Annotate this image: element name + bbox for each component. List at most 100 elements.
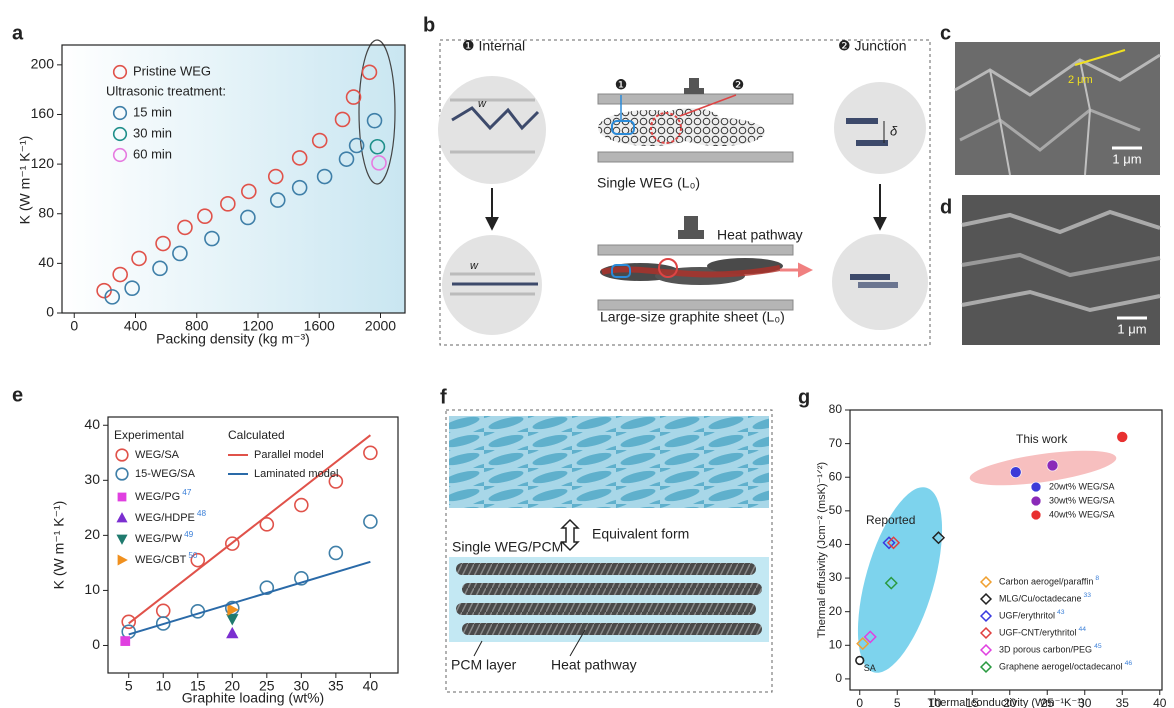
y-tick-label: 40 (829, 537, 843, 551)
y-axis-label: Thermal effusivity (Jcm⁻² (msK)⁻¹ᐟ²) (816, 462, 828, 638)
legend-ref: 48 (197, 509, 207, 518)
x-axis-label: Packing density (kg m⁻³) (156, 331, 310, 347)
panel-label: f (440, 386, 447, 408)
x-tick-label: 5 (894, 696, 901, 708)
legend-label: Parallel model (254, 449, 324, 461)
annotation: Ultrasonic treatment: (106, 83, 226, 98)
y-tick-label: 70 (829, 436, 843, 450)
legend-label: WEG/PG (135, 491, 180, 503)
panel-label: c (940, 22, 951, 44)
legend-label: WEG/SA (135, 449, 180, 461)
legend-ref: 43 (1057, 609, 1065, 616)
label: δ (890, 123, 898, 138)
scale-label: 1 μm (1117, 321, 1146, 336)
y-tick-label: 30 (84, 471, 100, 487)
legend-marker (118, 493, 127, 502)
decoration (438, 76, 546, 184)
x-tick-label: 35 (1116, 696, 1130, 708)
legend-label: 20wt% WEG/SA (1049, 481, 1115, 491)
legend-marker (1031, 496, 1041, 506)
data-point (856, 657, 864, 665)
legend-ref: 33 (1084, 592, 1092, 599)
label: ❷ Junction (838, 38, 907, 54)
label: 2 μm (1068, 74, 1093, 86)
legend-title: Calculated (228, 428, 285, 442)
legend-label: UGF/erythritol (999, 610, 1055, 620)
legend-marker (1031, 510, 1041, 520)
panel-label: g (798, 386, 810, 408)
decoration (856, 140, 888, 146)
legend-ref: 45 (1094, 643, 1102, 650)
legend-label: 15 min (133, 104, 172, 119)
decoration (456, 603, 756, 615)
data-point (226, 627, 238, 638)
decoration (598, 245, 793, 255)
legend-marker (981, 594, 991, 604)
decoration (462, 623, 762, 635)
label: w (470, 260, 479, 272)
legend-title: Experimental (114, 428, 184, 442)
decoration (678, 230, 704, 239)
data-point (226, 614, 238, 625)
x-axis-label: Graphite loading (wt%) (182, 690, 324, 706)
legend-label: WEG/CBT (135, 554, 187, 566)
legend-label: 30wt% WEG/SA (1049, 495, 1115, 505)
panel-label: e (12, 384, 23, 406)
decoration (562, 520, 578, 550)
x-tick-label: 35 (328, 678, 344, 694)
legend-ref: 8 (1095, 575, 1099, 582)
y-tick-label: 60 (829, 469, 843, 483)
panel-label: b (423, 14, 435, 36)
y-tick-label: 0 (835, 671, 842, 685)
data-point (364, 446, 377, 459)
data-point (329, 546, 342, 559)
decoration (598, 94, 793, 104)
decoration (449, 416, 769, 508)
point-label: SA (864, 663, 876, 673)
data-point (1010, 467, 1021, 478)
figure: a b c d e f g w w ❶ Internal ❷ Junction … (0, 0, 1174, 708)
legend-marker (981, 611, 991, 621)
label: w (478, 98, 487, 110)
y-tick-label: 10 (829, 637, 843, 651)
legend-label: MLG/Cu/octadecane (999, 593, 1082, 603)
decoration (598, 152, 793, 162)
legend-ref: 50 (188, 551, 198, 560)
highlight-ellipse (841, 478, 959, 681)
data-point (364, 515, 377, 528)
y-tick-label: 80 (829, 402, 843, 416)
label: ❶ Internal (462, 38, 525, 54)
legend-ref: 49 (184, 530, 194, 539)
legend-label: Pristine WEG (133, 63, 211, 78)
label: ❷ (732, 77, 745, 93)
legend-marker (118, 554, 128, 565)
decoration (684, 88, 704, 94)
y-tick-label: 30 (829, 570, 843, 584)
decoration (684, 216, 698, 230)
decoration (834, 82, 926, 174)
legend-label: 30 min (133, 125, 172, 140)
annotation: Reported (866, 513, 915, 527)
y-tick-label: 200 (31, 56, 55, 72)
legend-label: 15-WEG/SA (135, 468, 196, 480)
model-line (129, 562, 371, 635)
legend-label: WEG/PW (135, 533, 183, 545)
legend-label: Laminated model (254, 468, 338, 480)
decoration (456, 563, 756, 575)
y-tick-label: 40 (84, 416, 100, 432)
label: PCM layer (451, 657, 517, 673)
legend-label: 40wt% WEG/SA (1049, 509, 1115, 519)
y-tick-label: 0 (46, 304, 54, 320)
x-tick-label: 0 (856, 696, 863, 708)
label: ❶ (615, 77, 628, 93)
legend-marker (981, 645, 991, 655)
decoration (474, 641, 482, 656)
y-tick-label: 80 (38, 204, 54, 220)
x-tick-label: 40 (363, 678, 379, 694)
legend-marker (116, 512, 127, 522)
y-axis-label: K (W m⁻¹ K⁻¹) (51, 501, 67, 590)
legend-label: WEG/HDPE (135, 512, 195, 524)
y-tick-label: 20 (829, 604, 843, 618)
scale-label: 1 μm (1112, 151, 1141, 166)
x-tick-label: 5 (125, 678, 133, 694)
